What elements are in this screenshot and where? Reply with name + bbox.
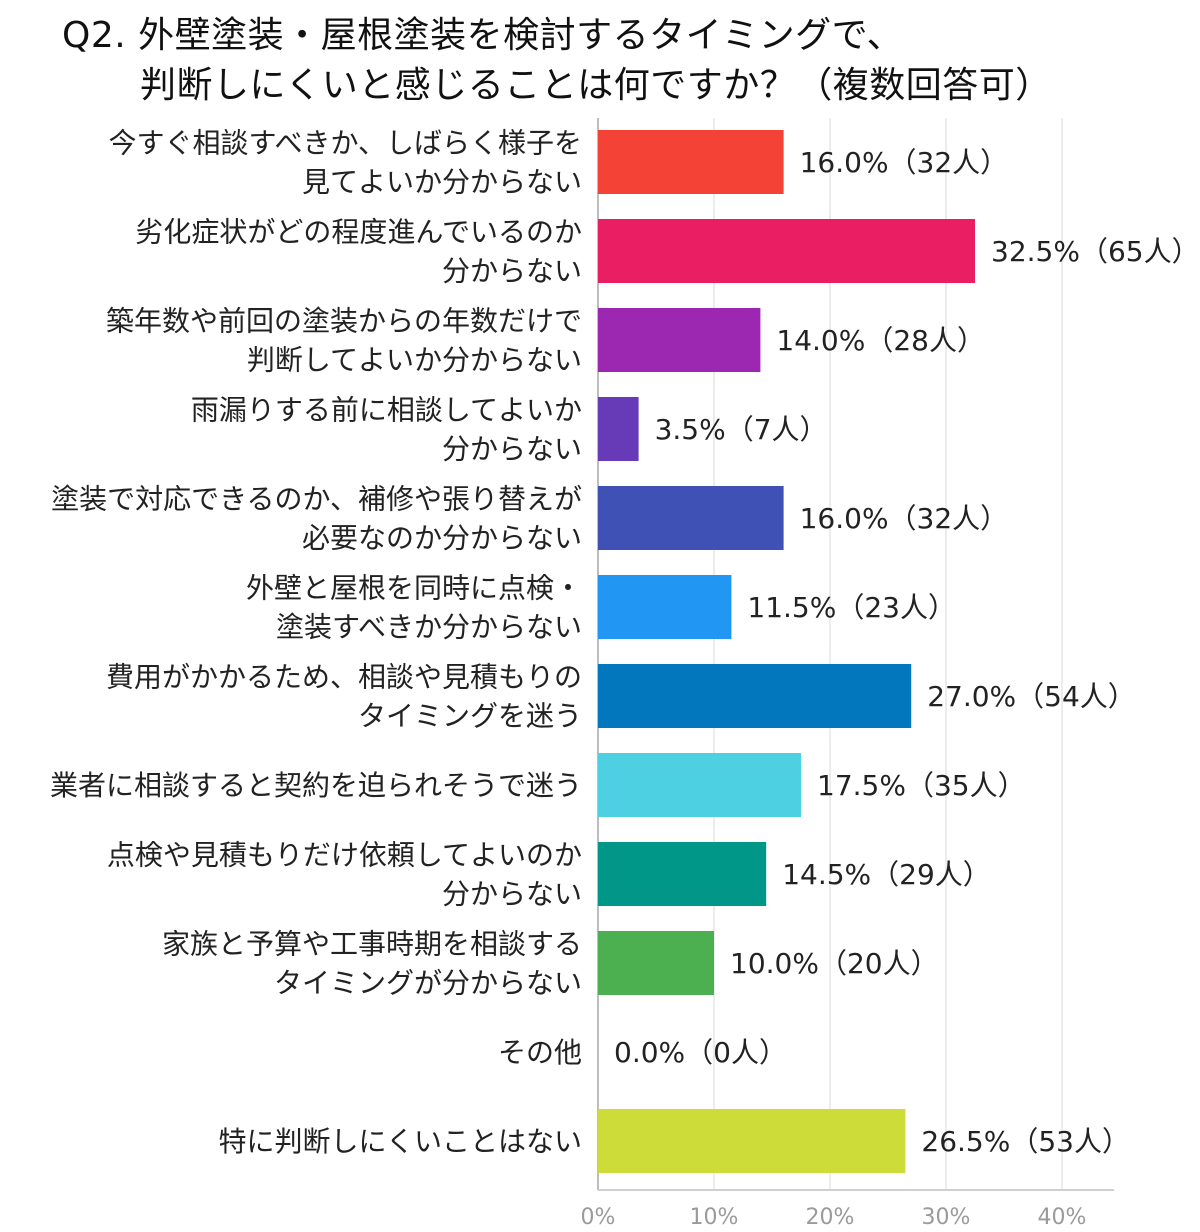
x-tick-label: 20% [806, 1205, 855, 1230]
category-label: 点検や見積もりだけ依頼してよいのか [107, 839, 582, 872]
grid-layer [597, 118, 1063, 1190]
bar [598, 397, 639, 461]
category-label: 築年数や前回の塗装からの年数だけで [106, 305, 582, 338]
data-label: 16.0%（32人） [800, 146, 1009, 179]
category-label: 劣化症状がどの程度進んでいるのか [135, 216, 582, 249]
category-label: 今すぐ相談すべきか、しばらく様子を [109, 127, 582, 160]
data-label: 27.0%（54人） [927, 680, 1136, 713]
category-label: その他 [498, 1036, 582, 1069]
x-tick-label: 30% [922, 1205, 971, 1230]
category-label: 業者に相談すると契約を迫られそうで迷う [50, 769, 582, 802]
category-label: 判断してよいか分からない [247, 344, 582, 377]
bar-layer [598, 130, 975, 1173]
bar [598, 130, 784, 194]
data-label: 17.5%（35人） [817, 769, 1026, 802]
bar [598, 575, 732, 639]
category-label: 雨漏りする前に相談してよいか [191, 394, 582, 427]
category-label: タイミングを迷う [358, 700, 582, 733]
data-label: 10.0%（20人） [730, 947, 939, 980]
bar [598, 842, 767, 906]
category-label: 必要なのか分からない [302, 522, 582, 555]
category-label: 外壁と屋根を同時に点検・ [246, 572, 582, 605]
category-label: 家族と予算や工事時期を相談する [162, 928, 582, 961]
bar [598, 1109, 906, 1173]
x-tick-label: 0% [581, 1205, 616, 1230]
category-label: 塗装すべきか分からない [276, 611, 582, 644]
category-label: タイミングが分からない [274, 967, 582, 1000]
chart-title-line-1: Q2. 外壁塗装・屋根塗装を検討するタイミングで、 [62, 15, 904, 56]
bar [598, 308, 761, 372]
bar [598, 931, 714, 995]
category-label: 塗装で対応できるのか、補修や張り替えが [51, 483, 582, 516]
data-label: 32.5%（65人） [991, 235, 1200, 268]
data-label: 26.5%（53人） [921, 1125, 1130, 1158]
data-label: 14.0%（28人） [776, 324, 985, 357]
data-label: 3.5%（7人） [655, 413, 828, 446]
data-label: 11.5%（23人） [747, 591, 956, 624]
chart-title-line-2: 判断しにくいと感じることは何ですか？（複数回答可） [140, 65, 1052, 106]
x-tick-label: 10% [690, 1205, 739, 1230]
data-label: 0.0%（0人） [614, 1036, 787, 1069]
data-label: 14.5%（29人） [782, 858, 991, 891]
bar [598, 486, 784, 550]
axis-layer: 0% 10% 20% 30% 40% [581, 1189, 1115, 1230]
bar [598, 753, 801, 817]
category-label: 分からない [442, 433, 582, 466]
category-label: 費用がかかるため、相談や見積もりの [106, 661, 582, 694]
bar [598, 219, 975, 283]
data-label: 16.0%（32人） [800, 502, 1009, 535]
category-label: 分からない [442, 255, 582, 288]
bar [598, 664, 912, 728]
category-label: 特に判断しにくいことはない [219, 1125, 582, 1158]
category-label: 分からない [442, 878, 582, 911]
x-tick-label: 40% [1038, 1205, 1087, 1230]
category-label: 見てよいか分からない [302, 166, 582, 199]
